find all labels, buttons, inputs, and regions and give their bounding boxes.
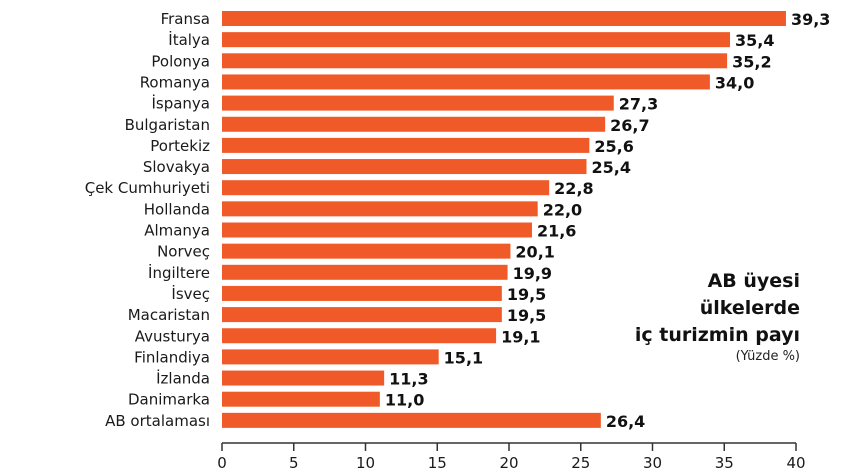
category-label: İspanya: [151, 94, 210, 113]
bar-8: [222, 180, 550, 196]
value-label: 25,6: [594, 137, 633, 156]
title-line-2: ülkelerde: [700, 297, 800, 319]
value-label: 26,7: [610, 116, 649, 135]
category-label: Macaristan: [128, 306, 210, 324]
bar-12: [222, 264, 508, 280]
category-label: Bulgaristan: [125, 116, 210, 134]
chart-title: AB üyesi ülkelerde iç turizmin payı (Yüz…: [635, 270, 800, 364]
value-label: 19,9: [513, 264, 552, 283]
category-label: Romanya: [140, 73, 210, 91]
bar-3: [222, 74, 710, 90]
title-line-1: AB üyesi: [708, 270, 800, 292]
bar-2: [222, 53, 728, 69]
category-label: Hollanda: [144, 200, 210, 218]
value-labels: 39,3 35,4 35,2 34,0 27,3 26,7 25,6 25,4 22,8 22,0…: [385, 10, 831, 431]
category-label: İtalya: [168, 30, 210, 49]
bar-5: [222, 116, 606, 132]
category-label: Polonya: [151, 52, 210, 70]
value-label: 35,4: [735, 31, 774, 50]
value-label: 19,5: [507, 285, 546, 304]
category-label: Norveç: [157, 243, 210, 261]
category-label: Çek Cumhuriyeti: [85, 179, 210, 197]
x-tick-label: 0: [217, 454, 227, 472]
value-label: 21,6: [537, 222, 576, 241]
bars-group: [222, 11, 786, 428]
value-label: 27,3: [619, 95, 658, 114]
value-label: 11,3: [389, 370, 428, 389]
category-label: AB ortalaması: [105, 412, 210, 430]
value-label: 22,8: [554, 179, 593, 198]
bar-9: [222, 201, 538, 217]
value-label: 39,3: [791, 10, 830, 29]
category-labels: Fransa İtalya Polonya Romanya İspanya Bulgari…: [85, 10, 210, 430]
x-tick-label: 40: [786, 454, 805, 472]
bar-18: [222, 391, 380, 407]
category-label: Almanya: [144, 222, 210, 240]
bar-16: [222, 349, 439, 365]
category-label: Avusturya: [135, 327, 210, 345]
bar-11: [222, 243, 511, 259]
value-label: 22,0: [543, 200, 582, 219]
category-label: İzlanda: [156, 369, 210, 388]
chart-subtitle: (Yüzde %): [736, 349, 800, 364]
x-tick-label: 35: [715, 454, 734, 472]
x-tick-label: 20: [499, 454, 518, 472]
bar-14: [222, 307, 502, 323]
bar-7: [222, 159, 587, 175]
bar-4: [222, 95, 614, 111]
x-tick-label: 25: [571, 454, 590, 472]
bar-6: [222, 137, 590, 153]
category-label: Portekiz: [150, 137, 210, 155]
title-line-3: iç turizmin payı: [635, 324, 800, 346]
x-tick-label: 30: [643, 454, 662, 472]
x-tick-label: 5: [289, 454, 299, 472]
bar-17: [222, 370, 385, 386]
x-tick-label: 10: [356, 454, 375, 472]
value-label: 19,1: [501, 327, 540, 346]
value-label: 26,4: [606, 412, 645, 431]
bar-15: [222, 328, 497, 344]
category-label: İngiltere: [148, 263, 210, 282]
value-label: 35,2: [732, 52, 771, 71]
value-label: 19,5: [507, 306, 546, 325]
category-label: Danimarka: [128, 391, 210, 409]
value-label: 11,0: [385, 391, 424, 410]
x-tick-label: 15: [428, 454, 447, 472]
bar-10: [222, 222, 532, 238]
value-label: 15,1: [444, 348, 483, 367]
category-label: Slovakya: [143, 158, 210, 176]
value-label: 34,0: [715, 73, 754, 92]
bar-13: [222, 285, 502, 301]
x-axis: 0 5 10 15 20 25 30 35 40: [217, 442, 806, 472]
value-label: 20,1: [515, 243, 554, 262]
bar-1: [222, 32, 730, 48]
value-label: 25,4: [591, 158, 630, 177]
category-label: Finlandiya: [134, 348, 210, 366]
category-label: Fransa: [161, 10, 210, 28]
bar-0: [222, 11, 786, 26]
bar-19: [222, 412, 601, 428]
category-label: İsveç: [171, 284, 210, 303]
